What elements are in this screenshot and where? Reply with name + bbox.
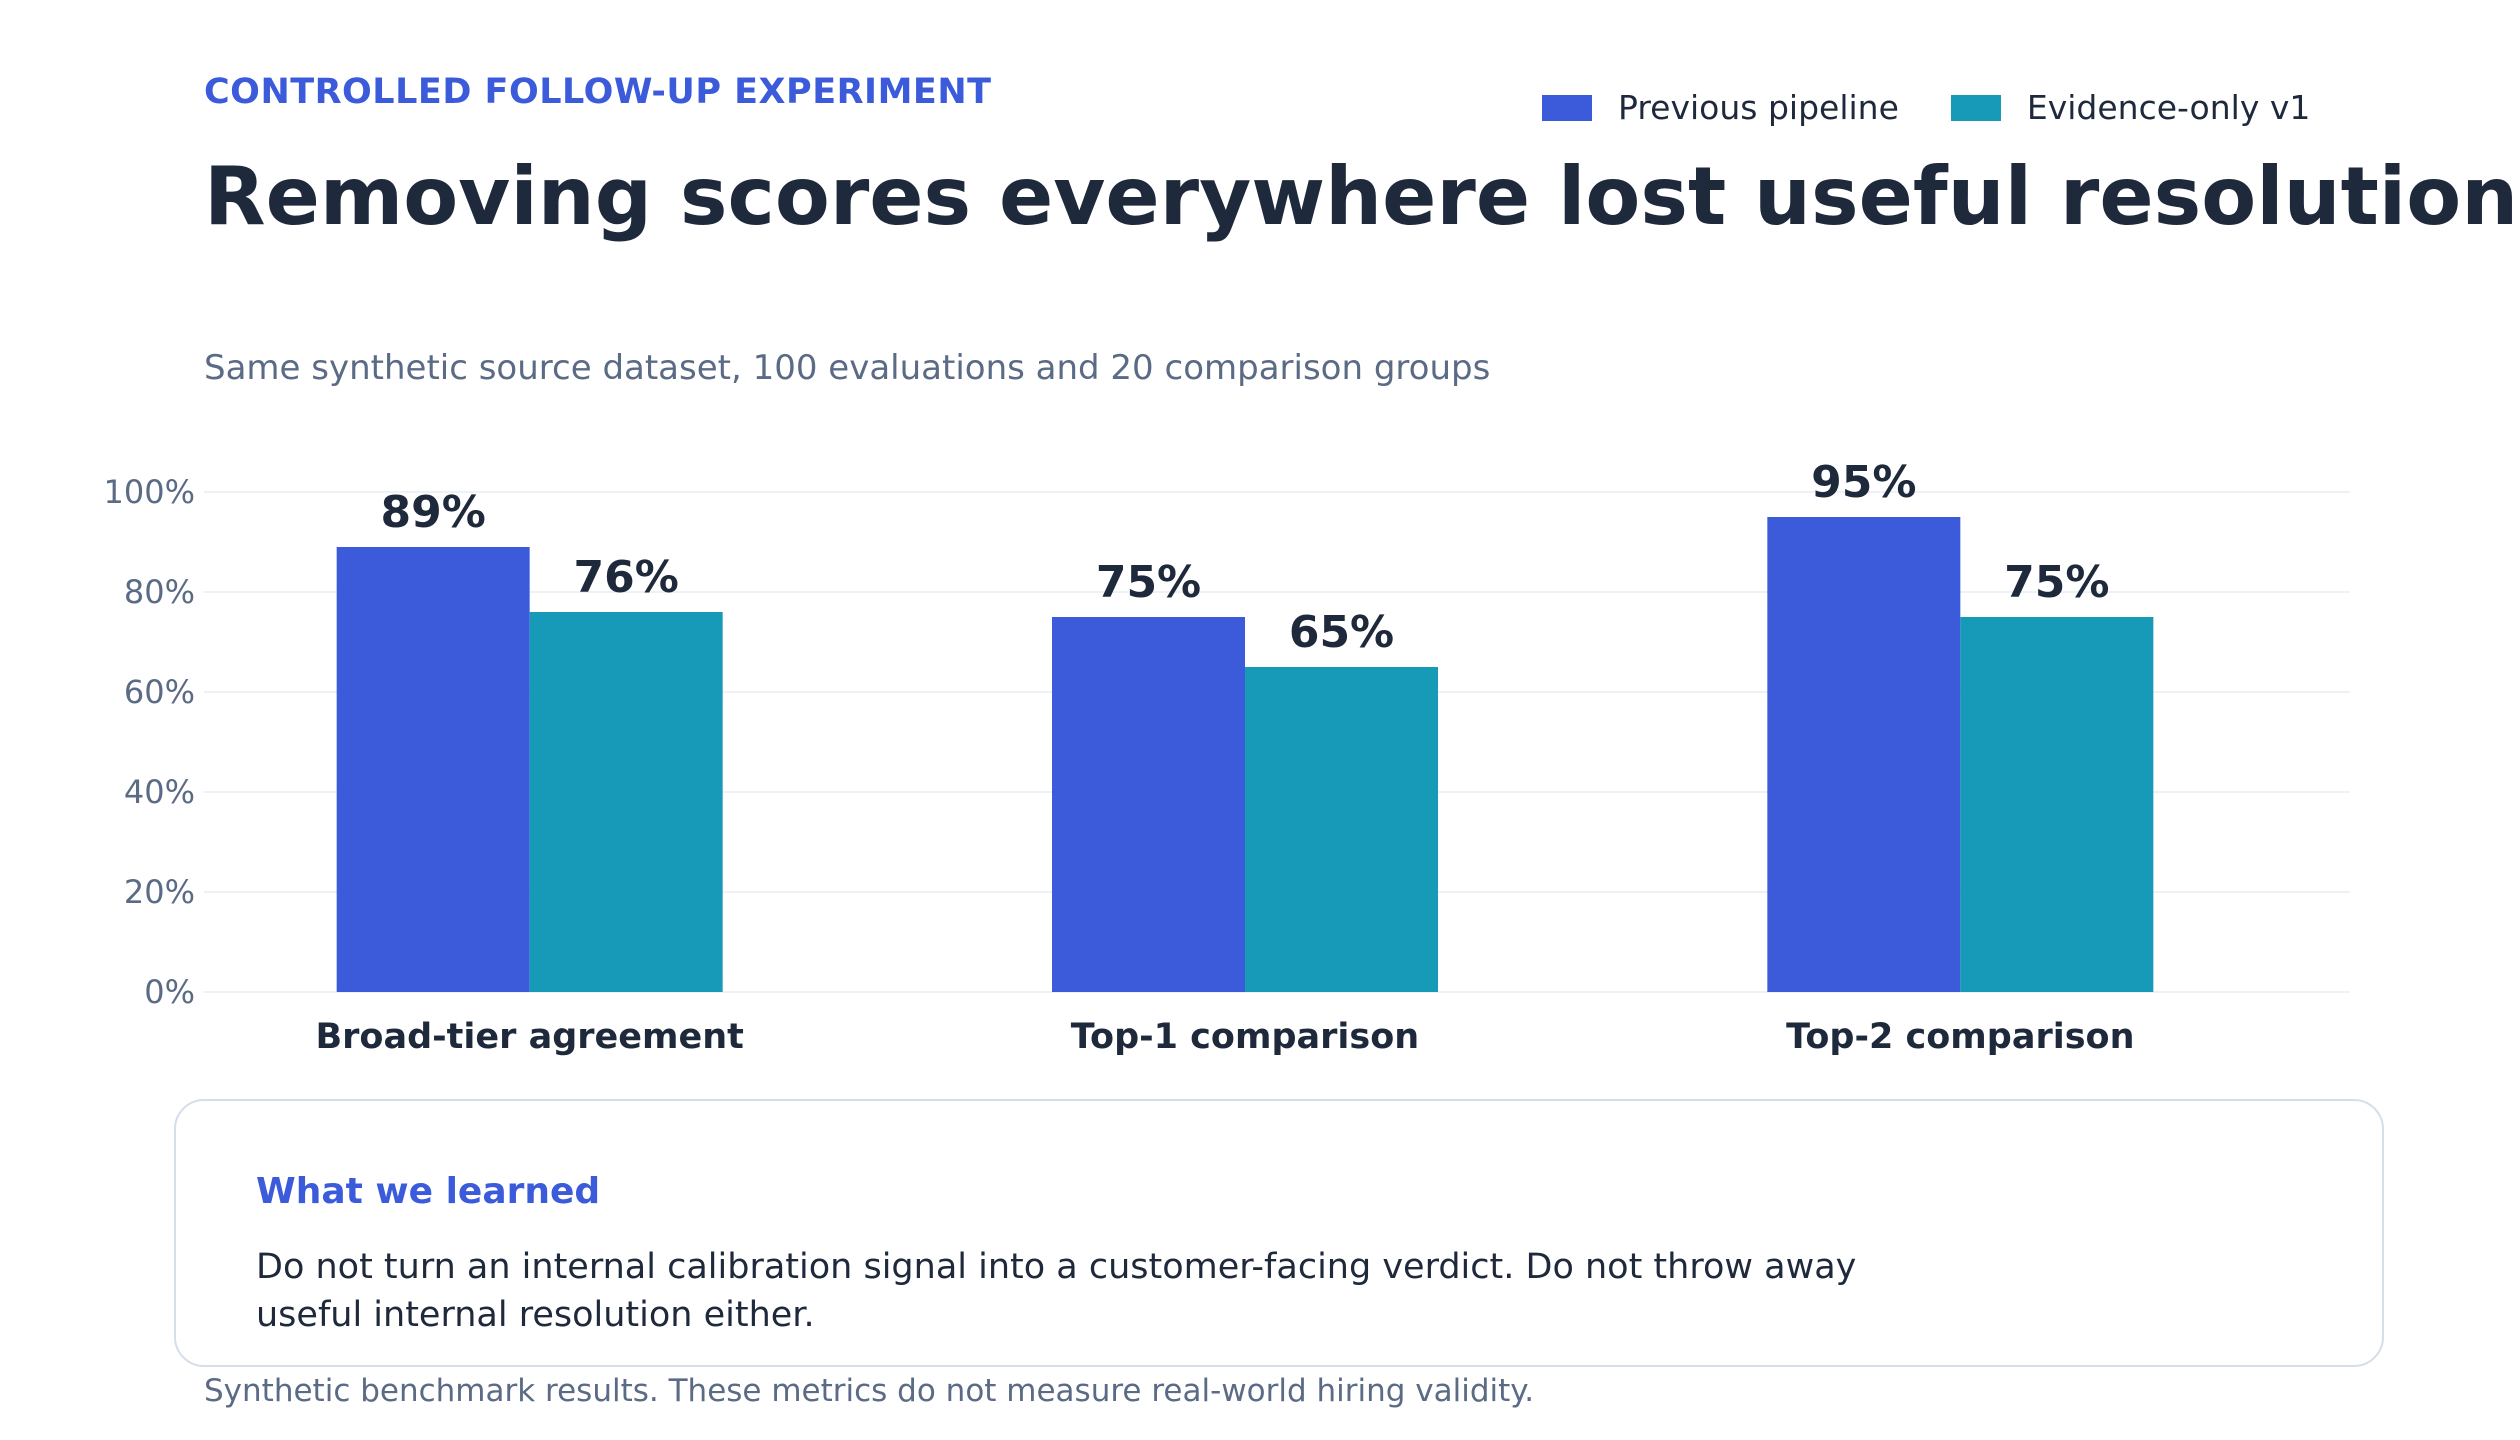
- legend-label-evidence: Evidence-only v1: [2026, 88, 2311, 127]
- bar-value-label: 95%: [1811, 457, 1916, 508]
- bar: [1960, 617, 2154, 992]
- callout-body: Do not turn an internal calibration sign…: [256, 1247, 1857, 1335]
- x-category-label: Broad-tier agreement: [315, 1017, 743, 1057]
- learning-callout: What we learned Do not turn an internal …: [174, 1099, 2384, 1367]
- chart-legend: Previous pipeline Evidence-only v1: [1542, 88, 2310, 127]
- legend-swatch-previous: [1542, 94, 1592, 121]
- bar: [1767, 517, 1961, 992]
- legend-item-evidence: Evidence-only v1: [1950, 88, 2311, 127]
- y-tick-label: 20%: [124, 873, 195, 911]
- legend-item-previous: Previous pipeline: [1542, 88, 1899, 127]
- bar-value-label: 89%: [381, 487, 486, 538]
- bar: [336, 547, 530, 992]
- bar: [1052, 617, 1245, 992]
- bar-value-label: 75%: [2004, 557, 2109, 608]
- bar-value-label: 75%: [1096, 557, 1201, 608]
- x-category-label: Top-2 comparison: [1786, 1017, 2134, 1057]
- bar-chart: 0% 20% 40% 60% 80% 100% 89% 76% Broad-tier agree…: [104, 457, 2350, 1057]
- y-tick-label: 40%: [124, 773, 195, 811]
- legend-label-previous: Previous pipeline: [1618, 88, 1899, 127]
- bar-value-label: 76%: [574, 552, 679, 603]
- footnote: Synthetic benchmark results. These metri…: [204, 1373, 1535, 1409]
- legend-swatch-evidence: [1950, 94, 2001, 121]
- x-category-label: Top-1 comparison: [1071, 1017, 1419, 1057]
- y-tick-label: 80%: [124, 573, 195, 611]
- bar-value-label: 65%: [1289, 607, 1394, 658]
- bar: [529, 612, 723, 992]
- y-tick-label: 0%: [144, 973, 195, 1011]
- page-subtitle: Same synthetic source dataset, 100 evalu…: [204, 348, 1491, 388]
- y-tick-label: 100%: [104, 473, 195, 511]
- page-title: Removing scores everywhere lost useful r…: [204, 150, 2519, 243]
- eyebrow-label: CONTROLLED FOLLOW-UP EXPERIMENT: [204, 72, 992, 112]
- bar: [1245, 667, 1438, 992]
- y-tick-label: 60%: [124, 673, 195, 711]
- callout-title: What we learned: [256, 1171, 601, 1212]
